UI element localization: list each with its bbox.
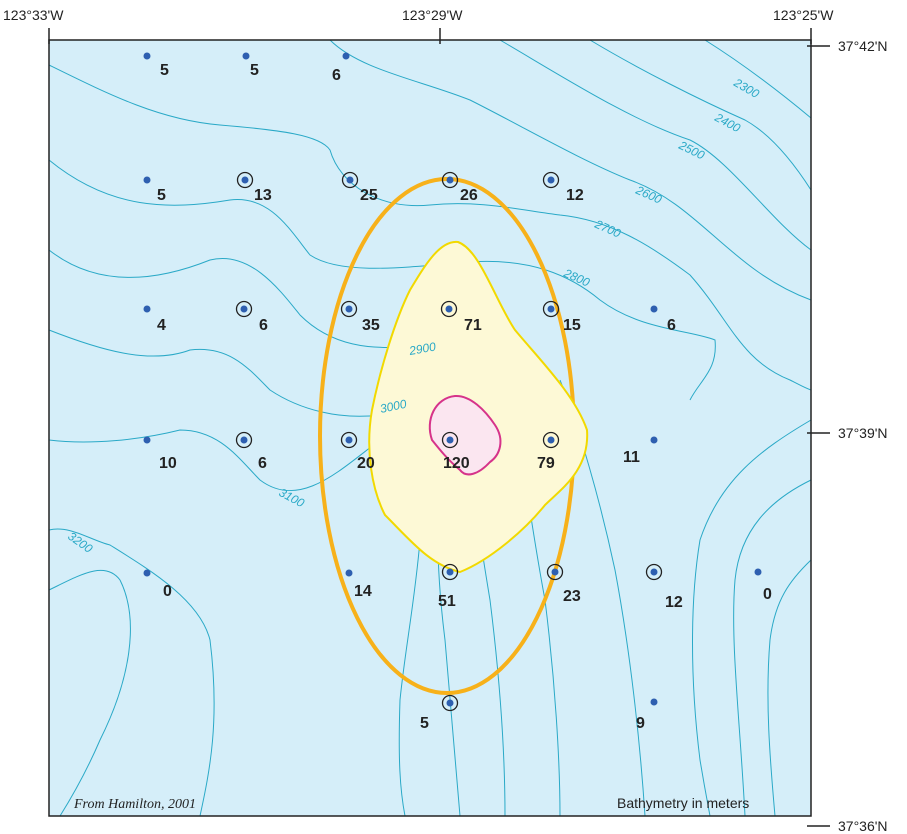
contour-3200 [48,528,215,817]
contour-label-3000: 3000 [379,397,408,416]
station-value: 10 [159,455,177,472]
station-value: 35 [362,317,380,334]
station-value: 6 [258,455,267,472]
sampling-stations: 5 5 6 5 13 25 26 12 4 6 35 71 15 6 10 6 [143,52,772,732]
station-marker-circled [235,431,253,449]
station-value: 79 [537,455,555,472]
station-value: 13 [254,187,272,204]
contour-right-c [767,559,812,817]
contour-label-2900: 2900 [407,339,437,358]
station-value: 5 [157,187,166,204]
station-marker-circled [440,300,458,318]
station-marker [650,305,658,313]
station-value: 4 [157,317,166,334]
station-marker-circled [441,563,459,581]
station-marker-circled [546,563,564,581]
station-marker [143,305,151,313]
contour-2600 [329,39,812,301]
station-value: 12 [665,594,683,611]
station-marker-circled [441,431,459,449]
contour-left-lower [48,570,131,817]
lon-label-center: 123°29'W [402,7,463,23]
station-value: 0 [163,583,172,600]
station-marker-circled [645,563,663,581]
station-marker [345,569,353,577]
station-value: 5 [420,715,429,732]
contour-right-b [733,479,812,817]
contour-2500 [499,39,812,251]
station-value: 51 [438,593,456,610]
lon-label-west: 123°33'W [3,7,64,23]
station-marker [754,568,762,576]
core-anomaly-zone [428,394,502,476]
station-marker-circled [441,171,459,189]
contour-2300 [704,39,812,119]
contour-right-a [692,419,812,817]
station-value: 25 [360,187,378,204]
station-marker-circled [341,171,359,189]
station-value: 14 [354,583,372,600]
station-marker [650,436,658,444]
station-value: 11 [623,449,640,466]
station-marker-circled [542,171,560,189]
lat-label-bottom: 37°36'N [838,818,888,834]
station-marker [143,176,151,184]
station-value: 23 [563,588,581,605]
depth-unit-note: Bathymetry in meters [617,795,749,811]
station-marker [143,436,151,444]
station-marker [650,698,658,706]
station-marker [242,52,250,60]
lat-label-mid: 37°39'N [838,425,888,441]
station-marker-circled [441,694,459,712]
station-value: 5 [160,62,169,79]
contour-2700 [48,64,812,391]
station-marker-circled [542,431,560,449]
station-value: 9 [636,715,645,732]
map-border [48,39,812,817]
station-value: 26 [460,187,478,204]
station-value: 5 [250,62,259,79]
station-marker-circled [236,171,254,189]
station-value: 6 [259,317,268,334]
station-value: 6 [332,67,341,84]
contour-2400 [589,39,812,191]
station-marker-circled [235,300,253,318]
map-frame [48,28,830,827]
station-marker-circled [542,300,560,318]
station-value: 20 [357,455,375,472]
station-marker-circled [340,431,358,449]
source-credit: From Hamilton, 2001 [73,797,196,812]
station-value: 120 [443,455,470,472]
station-value: 12 [566,187,584,204]
station-value: 71 [464,317,482,334]
bathymetry-contours [48,39,812,817]
station-value: 15 [563,317,581,334]
station-marker [143,569,151,577]
station-marker-circled [340,300,358,318]
lat-label-top: 37°42'N [838,38,888,54]
station-value: 0 [763,586,772,603]
station-marker [342,52,350,60]
lon-label-east: 123°25'W [773,7,834,23]
station-value: 6 [667,317,676,334]
station-marker [143,52,151,60]
